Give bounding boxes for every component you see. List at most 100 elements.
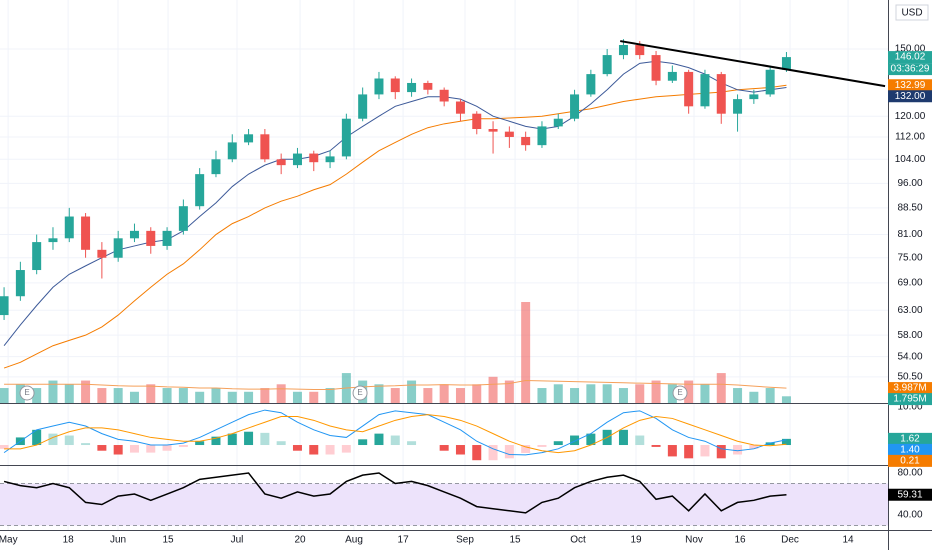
earnings-marker[interactable] xyxy=(352,385,368,401)
candle-body xyxy=(374,78,384,95)
volume-bar xyxy=(700,384,710,403)
volume-bar xyxy=(455,388,465,403)
value-tag-label: 0.21 xyxy=(900,456,920,467)
candle-body xyxy=(700,74,710,107)
macd-histogram-bar xyxy=(700,445,710,457)
volume-bar xyxy=(537,388,547,403)
value-tag xyxy=(888,443,932,456)
volume-bar xyxy=(178,388,188,403)
x-tick-label: Aug xyxy=(345,535,363,546)
candle-body xyxy=(292,153,302,166)
macd-histogram-bar xyxy=(733,445,743,455)
rsi-tag-label: 59.31 xyxy=(897,489,922,500)
candle-body xyxy=(325,156,335,163)
earnings-label[interactable]: E xyxy=(357,388,362,397)
candle-body xyxy=(716,74,726,114)
volume-bar xyxy=(781,396,791,403)
value-tag-label: 3.987M xyxy=(893,383,926,394)
macd-histogram-bar xyxy=(667,445,677,457)
macd-histogram-bar xyxy=(260,432,270,446)
volume-bar xyxy=(749,391,759,403)
x-tick-label: Sep xyxy=(456,535,474,546)
macd-histogram-bar xyxy=(48,433,58,446)
earnings-marker[interactable] xyxy=(19,385,35,401)
volume-bar xyxy=(439,384,449,403)
earnings-label[interactable]: E xyxy=(24,388,29,397)
value-tag-label: 1.795M xyxy=(893,394,926,405)
macd-histogram-bar xyxy=(521,445,531,453)
earnings-marker[interactable] xyxy=(672,385,688,401)
volume-bar xyxy=(260,388,270,403)
volume-bar xyxy=(390,388,400,403)
x-tick-label: Dec xyxy=(781,535,799,546)
macd-histogram-bar xyxy=(390,435,400,446)
x-tick-label: 16 xyxy=(734,535,746,546)
candle-body xyxy=(570,94,580,119)
candle-body xyxy=(455,101,465,114)
y-tick-label: 150.00 xyxy=(895,44,926,55)
candle-body xyxy=(488,129,498,132)
candle-body xyxy=(178,206,188,231)
x-tick-label: Jul xyxy=(231,535,244,546)
y-tick-label: 58.00 xyxy=(897,330,922,341)
macd-histogram-bar xyxy=(749,445,759,449)
countdown-tag xyxy=(888,63,932,76)
macd-histogram-bar xyxy=(81,443,91,446)
candle-body xyxy=(146,230,156,246)
countdown: 03:36:29 xyxy=(891,64,930,75)
volume-bar xyxy=(325,388,335,403)
candle-body xyxy=(602,55,612,75)
candle-body xyxy=(553,118,563,127)
volume-bar xyxy=(472,384,482,403)
y-tick-label: 96.00 xyxy=(897,178,922,189)
candle-body xyxy=(521,136,531,146)
candle-body xyxy=(113,238,123,258)
candle-body xyxy=(244,134,254,143)
rsi-band xyxy=(0,483,888,526)
volume-bar xyxy=(553,384,563,403)
macd-histogram-bar xyxy=(374,433,384,446)
volume-bar xyxy=(146,384,156,403)
candle-body xyxy=(749,94,759,100)
volume-bar xyxy=(733,388,743,403)
macd-histogram-bar xyxy=(97,445,107,451)
macd-histogram-bar xyxy=(684,445,694,459)
macd-histogram-bar xyxy=(341,445,351,453)
volume-bar xyxy=(407,380,417,403)
volume-bar xyxy=(81,380,91,403)
macd-signal xyxy=(4,414,787,454)
volume-bar xyxy=(64,384,74,403)
trendline[interactable] xyxy=(620,40,886,88)
candle-body xyxy=(97,249,107,258)
candle-body xyxy=(260,134,270,160)
candle-body xyxy=(667,71,677,81)
macd-histogram-bar xyxy=(570,435,580,446)
candle-body xyxy=(15,270,25,297)
macd-histogram-bar xyxy=(0,445,9,449)
currency[interactable]: USD xyxy=(901,8,922,19)
macd-histogram-bar xyxy=(113,445,123,455)
volume-bar xyxy=(97,388,107,403)
candle-body xyxy=(733,99,743,114)
x-tick-label: 20 xyxy=(295,535,307,546)
volume-bar xyxy=(113,388,123,403)
volume-bar xyxy=(211,388,221,403)
y-tick-label: 104.00 xyxy=(895,154,926,165)
candle-body xyxy=(32,242,42,271)
volume-bar xyxy=(651,380,661,403)
candle-body xyxy=(211,159,221,175)
value-tag xyxy=(888,382,932,395)
earnings-label[interactable]: E xyxy=(677,388,682,397)
rsi-line xyxy=(3,472,787,514)
candle-body xyxy=(635,45,645,56)
candle-body xyxy=(439,89,449,102)
volume-bar xyxy=(423,388,433,403)
macd-histogram-bar xyxy=(211,436,221,446)
macd-histogram-bar xyxy=(162,445,172,451)
candle-body xyxy=(309,153,319,163)
macd-histogram-bar xyxy=(244,431,254,446)
macd-histogram-bar xyxy=(618,429,628,446)
candle-body xyxy=(618,45,628,56)
currency-box[interactable] xyxy=(895,4,929,21)
